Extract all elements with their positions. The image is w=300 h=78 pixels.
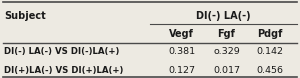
Text: Subject: Subject bbox=[4, 11, 46, 21]
Text: 0.381: 0.381 bbox=[168, 47, 195, 56]
Text: 0.456: 0.456 bbox=[256, 66, 284, 75]
Text: 0.017: 0.017 bbox=[213, 66, 240, 75]
Text: 0.142: 0.142 bbox=[256, 47, 284, 56]
Text: 0.127: 0.127 bbox=[168, 66, 195, 75]
Text: DI(-) LA(-) VS DI(-)LA(+): DI(-) LA(-) VS DI(-)LA(+) bbox=[4, 47, 120, 56]
Text: Vegf: Vegf bbox=[169, 29, 194, 39]
Text: DI(-) LA(-): DI(-) LA(-) bbox=[196, 11, 251, 21]
Text: DI(+)LA(-) VS DI(+)LA(+): DI(+)LA(-) VS DI(+)LA(+) bbox=[4, 66, 124, 75]
Text: Pdgf: Pdgf bbox=[257, 29, 283, 39]
Text: o.329: o.329 bbox=[213, 47, 240, 56]
Text: Fgf: Fgf bbox=[218, 29, 236, 39]
